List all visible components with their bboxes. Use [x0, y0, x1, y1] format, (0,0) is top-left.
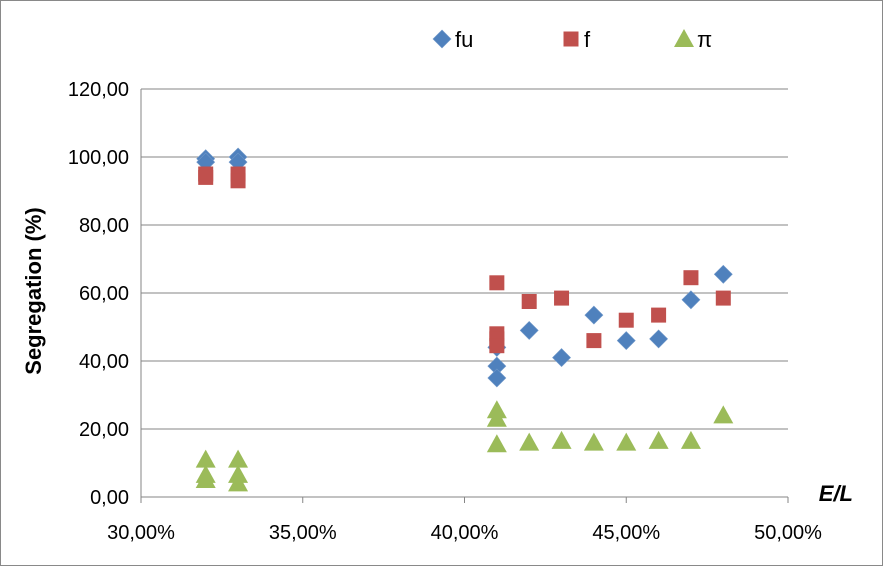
- axes: [140, 89, 789, 503]
- x-tick-label: 50,00%: [754, 522, 822, 544]
- y-tick-labels: 0,00 20,00 40,00 60,00 80,00 100,00 120,00: [68, 79, 129, 509]
- data-points: [195, 147, 734, 492]
- triangle-point: [228, 473, 249, 492]
- y-tick-label: 120,00: [68, 79, 129, 101]
- x-tick-label: 40,00%: [431, 522, 499, 544]
- x-tick-label: 35,00%: [269, 522, 337, 544]
- square-point: [715, 290, 731, 306]
- gridlines: [141, 88, 788, 430]
- y-tick-label: 80,00: [79, 215, 129, 237]
- diamond-point: [649, 329, 669, 349]
- diamond-point: [487, 368, 507, 388]
- square-point: [521, 294, 537, 309]
- triangle-point: [195, 449, 216, 468]
- square-point: [586, 333, 602, 349]
- legend-marker-square: [563, 31, 579, 47]
- y-tick-label: 60,00: [79, 283, 129, 305]
- legend-label: f: [584, 27, 591, 52]
- diamond-point: [519, 320, 539, 340]
- legend-label: π: [697, 27, 712, 52]
- square-point: [618, 312, 634, 328]
- square-point: [489, 275, 505, 291]
- triangle-point: [551, 430, 572, 449]
- diamond-point: [584, 305, 604, 325]
- triangle-point: [486, 434, 507, 453]
- y-axis-label: Segregation (%): [21, 207, 46, 374]
- x-tick-label: 45,00%: [592, 522, 660, 544]
- triangle-point: [486, 408, 507, 427]
- triangle-point: [648, 430, 669, 449]
- triangle-point: [195, 470, 216, 488]
- triangle-point: [519, 432, 540, 451]
- x-axis-label: E/L: [819, 481, 853, 506]
- diamond-point: [681, 290, 701, 310]
- square-point: [489, 338, 505, 354]
- y-tick-label: 20,00: [79, 419, 129, 441]
- diamond-point: [713, 264, 733, 284]
- square-point: [198, 169, 214, 185]
- y-tick-label: 100,00: [68, 147, 129, 169]
- triangle-point: [616, 432, 637, 451]
- legend-marker-diamond: [432, 29, 452, 49]
- triangle-point: [583, 432, 604, 451]
- square-point: [683, 270, 699, 286]
- legend-marker-triangle: [674, 29, 694, 47]
- diamond-point: [552, 348, 571, 368]
- x-tick-label: 30,00%: [107, 522, 175, 544]
- y-tick-label: 40,00: [79, 351, 129, 373]
- x-tick-labels: 30,00% 35,00% 40,00% 45,00% 50,00%: [107, 522, 822, 544]
- square-point: [651, 307, 667, 323]
- triangle-point: [713, 405, 734, 424]
- legend: fu f π: [432, 27, 712, 52]
- legend-label: fu: [455, 27, 473, 52]
- square-point: [230, 173, 246, 189]
- triangle-point: [228, 449, 249, 468]
- triangle-point: [680, 430, 701, 449]
- diamond-point: [616, 331, 636, 351]
- square-point: [554, 290, 570, 306]
- y-tick-label: 0,00: [90, 487, 129, 509]
